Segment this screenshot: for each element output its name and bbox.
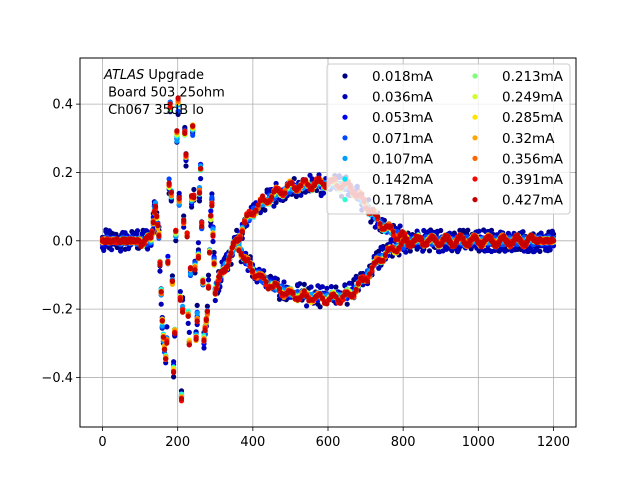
data-point (173, 238, 179, 244)
data-point (271, 203, 277, 209)
data-point (204, 303, 210, 309)
data-point (174, 138, 180, 144)
data-point (145, 246, 151, 252)
data-point (421, 227, 427, 234)
data-point (210, 238, 216, 245)
data-point (190, 132, 196, 138)
data-point (183, 163, 189, 169)
data-point (333, 284, 339, 290)
data-point (175, 108, 181, 114)
data-point (181, 224, 187, 230)
data-point (169, 273, 175, 279)
data-point (328, 284, 334, 290)
data-point (304, 303, 310, 309)
data-point (319, 284, 325, 290)
data-point (262, 207, 268, 213)
data-point (165, 253, 171, 259)
data-point (344, 301, 350, 307)
data-point (199, 220, 205, 226)
data-point (272, 275, 278, 281)
data-point (209, 194, 215, 201)
data-point (273, 180, 279, 187)
data-point (195, 240, 201, 246)
data-point (157, 268, 163, 274)
data-point (519, 229, 525, 235)
data-point (317, 304, 323, 310)
data-point (208, 217, 214, 223)
data-point (295, 282, 301, 288)
data-point (293, 193, 299, 200)
data-point (201, 345, 207, 351)
data-point (281, 279, 287, 285)
data-point (320, 190, 327, 196)
data-point (208, 208, 214, 214)
data-point (298, 192, 304, 198)
data-point (205, 272, 212, 278)
data-point (346, 280, 352, 286)
data-point (460, 227, 466, 233)
data-point (185, 320, 191, 326)
data-point (166, 176, 172, 182)
data-point (176, 190, 182, 196)
data-point (257, 210, 263, 216)
data-point (194, 302, 200, 308)
data-point (476, 228, 482, 234)
data-point (301, 281, 307, 287)
data-point (181, 213, 187, 219)
data-point (198, 176, 204, 182)
data-point (211, 249, 217, 256)
data-point (164, 324, 170, 330)
data-point (509, 248, 515, 254)
data-point (547, 246, 553, 252)
data-point (465, 227, 471, 233)
data-point (158, 301, 164, 307)
data-point (171, 374, 177, 380)
data-point (533, 247, 540, 253)
data-point (134, 228, 141, 234)
data-point (109, 247, 115, 253)
data-point (209, 191, 215, 197)
data-point (376, 248, 382, 254)
data-point (191, 186, 197, 193)
data-point (118, 248, 124, 254)
data-point (159, 323, 165, 329)
data-point (376, 265, 382, 271)
data-point (187, 271, 194, 277)
data-point (308, 284, 314, 290)
data-point (426, 248, 433, 254)
data-point (212, 297, 218, 304)
data-point (186, 329, 192, 335)
data-point (549, 229, 555, 235)
data-point (420, 248, 426, 254)
data-point (434, 229, 440, 235)
data-point (403, 249, 409, 255)
data-point (143, 228, 150, 234)
data-point (324, 285, 330, 291)
data-point (502, 248, 508, 254)
data-point (106, 228, 112, 234)
data-point (205, 277, 212, 283)
data-point (397, 223, 403, 229)
data-point (455, 248, 461, 254)
data-point (125, 246, 132, 252)
data-point (407, 248, 413, 254)
data-point (177, 289, 183, 295)
data-point (122, 230, 128, 236)
data-point (184, 230, 190, 236)
data-point (194, 310, 200, 316)
